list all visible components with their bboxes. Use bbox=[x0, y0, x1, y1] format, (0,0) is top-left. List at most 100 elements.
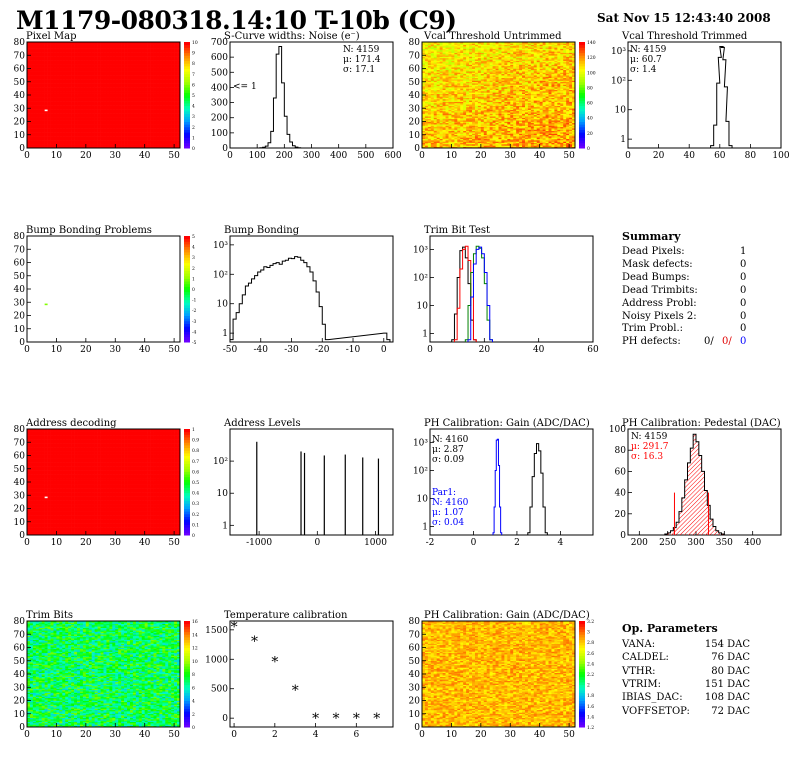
heatmap-cell bbox=[109, 121, 113, 124]
heatmap-cell bbox=[141, 96, 145, 98]
heatmap-cell bbox=[59, 87, 63, 89]
heatmap-cell bbox=[127, 47, 131, 49]
heatmap-cell bbox=[103, 83, 107, 85]
heatmap-cell bbox=[85, 112, 90, 114]
heatmap-cell bbox=[138, 125, 143, 128]
heatmap-cell bbox=[50, 138, 54, 141]
heatmap-cell bbox=[82, 42, 87, 44]
heatmap-cell bbox=[82, 120, 87, 122]
heatmap-cell bbox=[132, 68, 137, 71]
heatmap-cell bbox=[121, 91, 125, 93]
heatmap-cell bbox=[27, 45, 31, 48]
heatmap-cell bbox=[38, 72, 43, 75]
heatmap-cell bbox=[118, 93, 122, 96]
heatmap-cell bbox=[79, 124, 84, 126]
heatmap-cell bbox=[177, 138, 181, 141]
heatmap-cell bbox=[97, 108, 101, 110]
heatmap-cell bbox=[97, 47, 101, 49]
heatmap-cell bbox=[129, 53, 134, 56]
heatmap-cell bbox=[138, 105, 143, 108]
heatmap-cell bbox=[168, 130, 172, 133]
heatmap-cell bbox=[124, 95, 128, 97]
heatmap-cell bbox=[77, 84, 81, 87]
heatmap-cell bbox=[29, 95, 34, 97]
heatmap-cell bbox=[38, 110, 43, 113]
heatmap-cell bbox=[68, 71, 72, 73]
heatmap-cell bbox=[177, 134, 181, 137]
heatmap-cell bbox=[74, 48, 78, 51]
heatmap-cell bbox=[121, 138, 125, 141]
heatmap-cell bbox=[422, 133, 426, 136]
heatmap-cell bbox=[47, 104, 51, 106]
heatmap-cell bbox=[150, 47, 154, 49]
heatmap-cell bbox=[112, 126, 116, 129]
heatmap-cell bbox=[44, 133, 48, 136]
heatmap-cell bbox=[177, 69, 181, 72]
heatmap-cell bbox=[100, 97, 104, 100]
heatmap-cell bbox=[50, 95, 54, 97]
heatmap-cell bbox=[53, 71, 57, 73]
heatmap-cell bbox=[115, 83, 119, 85]
heatmap-cell bbox=[124, 72, 128, 75]
heatmap-cell bbox=[118, 114, 122, 117]
heatmap-cell bbox=[168, 42, 172, 44]
heatmap-cell bbox=[56, 83, 60, 85]
heatmap-cell bbox=[74, 88, 78, 91]
heatmap-cell bbox=[135, 122, 140, 125]
heatmap-cell bbox=[103, 84, 107, 87]
heatmap-cell bbox=[135, 92, 140, 94]
heatmap-cell bbox=[138, 114, 143, 117]
heatmap-cell bbox=[103, 102, 107, 105]
heatmap-cell bbox=[427, 120, 432, 122]
heatmap-cell bbox=[177, 51, 181, 53]
heatmap-cell bbox=[430, 63, 435, 65]
heatmap-cell bbox=[422, 132, 426, 134]
heatmap-cell bbox=[65, 134, 69, 137]
heatmap-cell bbox=[445, 146, 449, 149]
heatmap-cell bbox=[77, 65, 81, 68]
heatmap-cell bbox=[144, 52, 148, 55]
heatmap-cell bbox=[88, 73, 93, 76]
heatmap-cell bbox=[82, 113, 87, 116]
heatmap-cell bbox=[65, 83, 69, 85]
heatmap-cell bbox=[38, 81, 43, 84]
heatmap-cell bbox=[174, 56, 178, 59]
heatmap-cell bbox=[109, 57, 113, 60]
heatmap-cell bbox=[47, 49, 51, 52]
heatmap-cell bbox=[29, 56, 34, 59]
heatmap-cell bbox=[430, 146, 435, 149]
heatmap-cell bbox=[177, 45, 181, 48]
heatmap-cell bbox=[103, 97, 107, 100]
heatmap-cell bbox=[29, 63, 34, 65]
heatmap-cell bbox=[41, 101, 45, 104]
heatmap-cell bbox=[132, 146, 137, 149]
heatmap-cell bbox=[53, 114, 57, 117]
heatmap-cell bbox=[159, 48, 163, 51]
heatmap-cell bbox=[118, 67, 122, 69]
heatmap-cell bbox=[50, 125, 54, 128]
heatmap-cell bbox=[106, 76, 110, 79]
heatmap-cell bbox=[121, 77, 125, 80]
heatmap-cell bbox=[106, 84, 110, 87]
heatmap-cell bbox=[433, 124, 438, 126]
heatmap-cell bbox=[97, 79, 101, 81]
heatmap-cell bbox=[106, 138, 110, 141]
heatmap-cell bbox=[47, 48, 51, 51]
heatmap-cell bbox=[97, 112, 101, 114]
heatmap-cell bbox=[112, 101, 116, 104]
heatmap-cell bbox=[79, 69, 84, 72]
heatmap-cell bbox=[427, 45, 432, 48]
heatmap-cell bbox=[118, 81, 122, 84]
heatmap-cell bbox=[85, 63, 90, 65]
heatmap-cell bbox=[53, 146, 57, 149]
heatmap-cell bbox=[153, 145, 157, 147]
heatmap-cell bbox=[433, 44, 438, 47]
heatmap-cell bbox=[100, 65, 104, 68]
heatmap-cell bbox=[88, 124, 93, 126]
heatmap-cell bbox=[159, 98, 163, 101]
heatmap-cell bbox=[100, 93, 104, 96]
heatmap-cell bbox=[422, 113, 426, 116]
heatmap-cell bbox=[430, 118, 435, 121]
heatmap-cell bbox=[41, 76, 45, 79]
heatmap-cell bbox=[118, 51, 122, 53]
